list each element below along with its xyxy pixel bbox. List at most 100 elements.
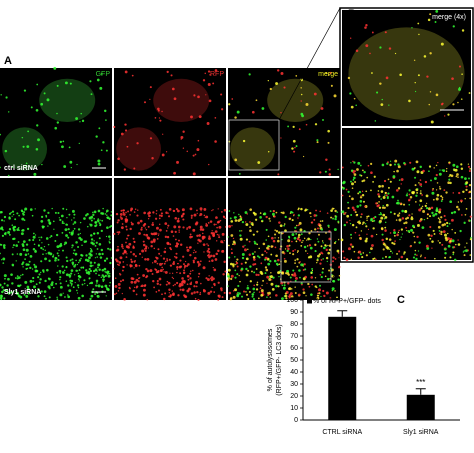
dot <box>234 158 238 162</box>
dot <box>331 287 335 291</box>
dot <box>444 218 447 221</box>
dot <box>207 83 211 86</box>
cell <box>230 127 276 171</box>
dot <box>0 133 1 136</box>
dot <box>85 269 88 272</box>
dot <box>78 142 80 145</box>
dot <box>314 243 317 246</box>
dot <box>122 279 125 282</box>
dot <box>355 104 357 107</box>
dot <box>78 259 82 262</box>
dot <box>452 25 455 28</box>
dot <box>450 218 454 222</box>
dot <box>395 219 398 221</box>
dot <box>108 285 111 287</box>
dot <box>352 171 355 174</box>
dot <box>264 258 267 261</box>
dot <box>374 215 377 219</box>
dot <box>179 259 182 262</box>
dot <box>280 137 282 139</box>
dot <box>438 232 441 235</box>
dot <box>174 230 177 233</box>
dot <box>388 256 391 259</box>
dot <box>222 242 224 244</box>
dot <box>95 253 98 255</box>
dot <box>353 176 356 180</box>
dot <box>440 42 444 46</box>
dot <box>208 163 210 166</box>
dot <box>405 258 409 261</box>
dot <box>138 264 141 267</box>
dot <box>87 271 91 275</box>
dot <box>362 221 365 224</box>
dot <box>5 96 8 99</box>
dot <box>358 250 362 254</box>
dot <box>182 147 185 149</box>
dot <box>216 240 218 242</box>
dot <box>316 139 319 142</box>
dot <box>414 176 417 179</box>
dot <box>100 285 104 288</box>
dot <box>163 271 165 273</box>
dot <box>23 89 27 92</box>
dot <box>229 217 232 220</box>
dot <box>228 244 230 247</box>
dot <box>88 278 90 280</box>
dot <box>200 210 202 212</box>
dot <box>249 229 252 233</box>
dot <box>364 239 368 243</box>
dot <box>445 170 448 172</box>
dot <box>214 140 217 143</box>
dot <box>155 268 158 272</box>
dot <box>415 194 418 197</box>
dot <box>259 270 263 274</box>
dot <box>358 190 362 194</box>
dot <box>251 295 254 298</box>
dot <box>295 232 298 235</box>
dot <box>443 214 446 217</box>
bar <box>406 394 435 420</box>
dot <box>333 207 335 210</box>
dot <box>220 93 223 96</box>
dot <box>215 223 217 226</box>
dot <box>73 265 76 268</box>
dot <box>152 279 155 283</box>
dot <box>122 211 125 214</box>
dot <box>350 214 353 217</box>
dot <box>381 163 385 167</box>
dot <box>34 234 37 236</box>
dot <box>396 253 398 255</box>
dot <box>247 285 249 287</box>
dot <box>21 136 24 139</box>
dot <box>200 282 202 285</box>
dot <box>67 284 70 287</box>
dot <box>176 219 180 223</box>
dot <box>221 211 223 213</box>
dot <box>190 292 194 295</box>
dot <box>290 280 292 282</box>
dot <box>253 258 256 261</box>
dot <box>399 73 402 77</box>
dot <box>56 84 59 87</box>
dot <box>208 260 211 263</box>
dot <box>469 168 471 170</box>
dot <box>311 269 314 272</box>
dot <box>99 256 103 259</box>
dot <box>359 253 363 256</box>
dot <box>189 272 192 275</box>
dot <box>51 255 55 258</box>
dot <box>448 162 451 165</box>
dot <box>162 133 164 135</box>
dot <box>198 272 201 275</box>
dot <box>209 220 213 223</box>
dot <box>75 259 77 262</box>
dot <box>263 212 267 216</box>
dot <box>332 280 336 283</box>
dot <box>366 176 369 179</box>
dot <box>438 208 442 211</box>
dot <box>72 286 75 289</box>
dot <box>130 251 132 253</box>
dot <box>147 225 150 228</box>
dot <box>121 292 123 295</box>
dot <box>40 220 44 223</box>
